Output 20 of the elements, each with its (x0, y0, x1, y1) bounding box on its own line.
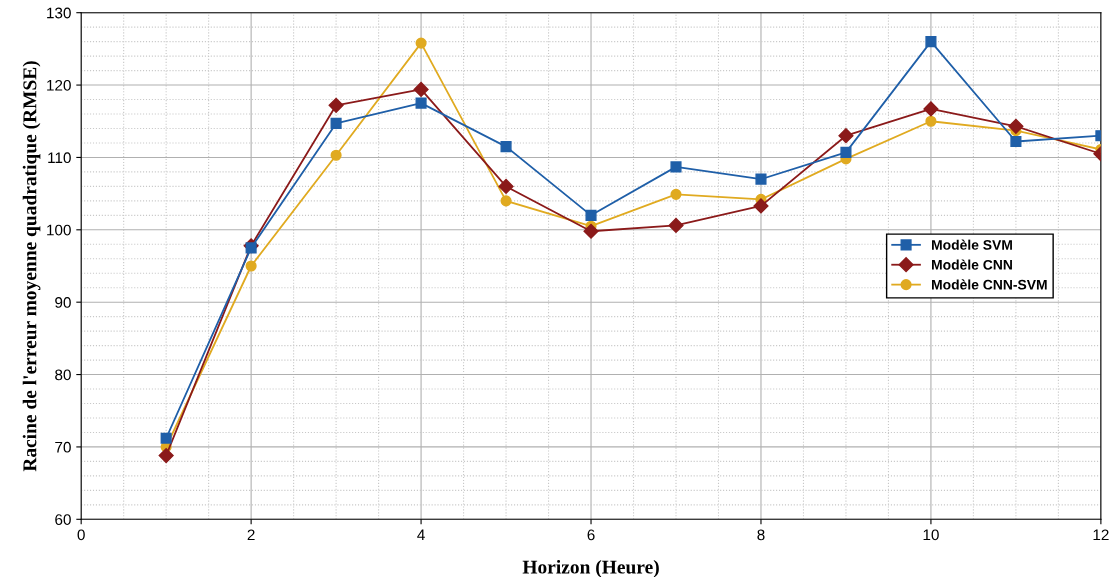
y-tick-label: 110 (48, 152, 71, 164)
y-tick-label: 80 (55, 369, 71, 381)
x-tick-label: 8 (757, 529, 765, 541)
legend-label: Modèle CNN (932, 259, 1012, 270)
x-axis-title: Horizon (Heure) (522, 559, 659, 577)
y-tick-label: 70 (55, 441, 71, 453)
y-tick-label: 60 (55, 514, 71, 525)
y-tick-label: 90 (55, 297, 71, 308)
x-tick-label: 2 (247, 529, 255, 541)
y-axis-title: Racine de l'erreur moyenne quadratique (RMSE) (22, 61, 41, 472)
legend-label: Modèle SVM (932, 239, 1012, 250)
y-tick-label: 130 (47, 7, 71, 19)
y-tick-label: 120 (47, 79, 71, 91)
x-tick-label: 10 (923, 529, 939, 541)
x-tick-label: 12 (1093, 529, 1109, 541)
y-tick-label: 100 (47, 224, 71, 236)
legend-label: Modèle CNN-SVM (932, 279, 1047, 290)
x-tick-label: 6 (587, 529, 595, 541)
x-tick-label: 0 (77, 529, 85, 541)
x-tick-label: 4 (417, 529, 425, 541)
